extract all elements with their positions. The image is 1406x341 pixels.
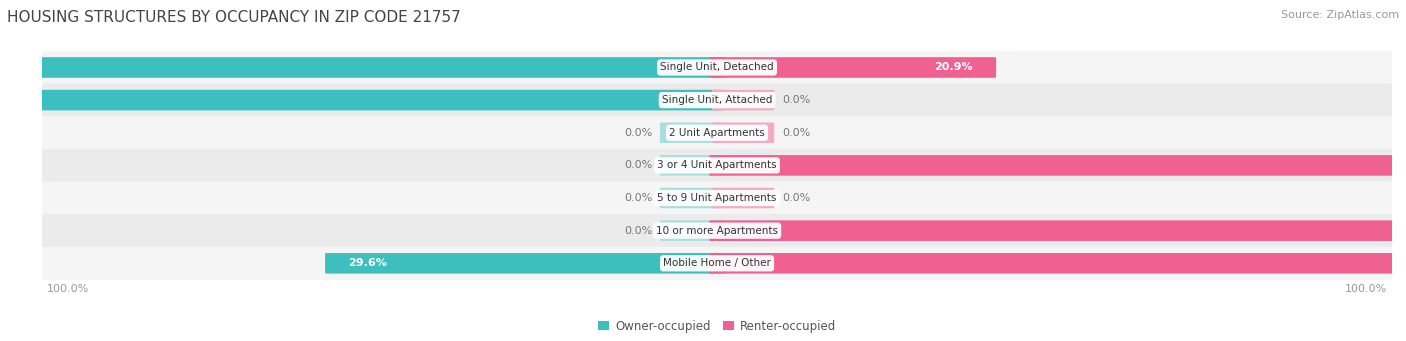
Text: 3 or 4 Unit Apartments: 3 or 4 Unit Apartments — [657, 160, 778, 170]
FancyBboxPatch shape — [659, 155, 723, 176]
Text: 0.0%: 0.0% — [624, 193, 652, 203]
Text: 0.0%: 0.0% — [624, 160, 652, 170]
FancyBboxPatch shape — [709, 57, 995, 78]
FancyBboxPatch shape — [709, 253, 1406, 273]
FancyBboxPatch shape — [42, 116, 1392, 149]
FancyBboxPatch shape — [42, 149, 1392, 182]
FancyBboxPatch shape — [42, 84, 1392, 117]
Text: 20.9%: 20.9% — [934, 62, 973, 73]
FancyBboxPatch shape — [711, 90, 775, 110]
Text: 0.0%: 0.0% — [624, 128, 652, 138]
FancyBboxPatch shape — [42, 214, 1392, 247]
Text: 0.0%: 0.0% — [782, 128, 810, 138]
Text: Single Unit, Detached: Single Unit, Detached — [661, 62, 773, 73]
FancyBboxPatch shape — [709, 220, 1406, 241]
FancyBboxPatch shape — [659, 122, 723, 143]
Text: 5 to 9 Unit Apartments: 5 to 9 Unit Apartments — [658, 193, 776, 203]
Text: Mobile Home / Other: Mobile Home / Other — [664, 258, 770, 268]
Text: 0.0%: 0.0% — [624, 226, 652, 236]
FancyBboxPatch shape — [711, 122, 775, 143]
Text: Single Unit, Attached: Single Unit, Attached — [662, 95, 772, 105]
FancyBboxPatch shape — [0, 57, 725, 78]
Text: 0.0%: 0.0% — [782, 95, 810, 105]
Text: 10 or more Apartments: 10 or more Apartments — [657, 226, 778, 236]
FancyBboxPatch shape — [0, 90, 725, 110]
Text: HOUSING STRUCTURES BY OCCUPANCY IN ZIP CODE 21757: HOUSING STRUCTURES BY OCCUPANCY IN ZIP C… — [7, 10, 461, 25]
Text: 29.6%: 29.6% — [349, 258, 387, 268]
FancyBboxPatch shape — [42, 247, 1392, 280]
FancyBboxPatch shape — [42, 51, 1392, 84]
Text: 2 Unit Apartments: 2 Unit Apartments — [669, 128, 765, 138]
Legend: Owner-occupied, Renter-occupied: Owner-occupied, Renter-occupied — [593, 315, 841, 338]
FancyBboxPatch shape — [42, 181, 1392, 215]
FancyBboxPatch shape — [709, 155, 1406, 176]
FancyBboxPatch shape — [711, 188, 775, 208]
FancyBboxPatch shape — [659, 188, 723, 208]
Text: 0.0%: 0.0% — [782, 193, 810, 203]
FancyBboxPatch shape — [325, 253, 725, 273]
FancyBboxPatch shape — [659, 220, 723, 241]
Text: Source: ZipAtlas.com: Source: ZipAtlas.com — [1281, 10, 1399, 20]
